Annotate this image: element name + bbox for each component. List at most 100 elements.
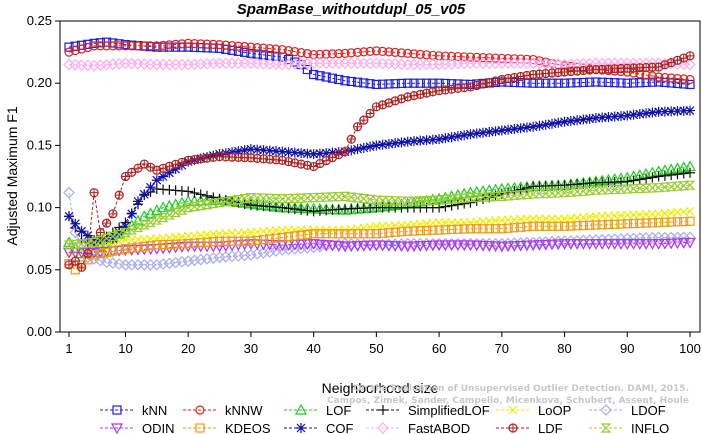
point-knn [541, 78, 551, 88]
point-ldof [307, 241, 320, 254]
point-kdeos [95, 249, 105, 259]
series-ldf [64, 51, 695, 272]
legend-item-odin: ODIN [100, 421, 175, 434]
point-odin [652, 239, 665, 250]
point-ldof [232, 250, 245, 262]
point-knnw [133, 41, 143, 51]
point-ldf [158, 163, 168, 173]
point-odin [533, 240, 546, 251]
point-kdeos [440, 225, 450, 235]
point-ldf [183, 155, 193, 165]
point-knn [309, 69, 319, 80]
point-simplifiedlof [672, 169, 683, 180]
point-ldf [359, 115, 369, 125]
point-ldof [201, 253, 213, 265]
point-simplifiedlof [634, 174, 645, 185]
point-odin [514, 240, 527, 252]
point-odin [552, 239, 565, 251]
legend-item-simplifiedlof: SimplifiedLOF [366, 403, 490, 418]
point-cof [597, 112, 608, 123]
plot-frame [59, 20, 701, 333]
point-inflo [101, 233, 113, 244]
point-knn [396, 78, 407, 89]
point-inflo [214, 198, 225, 208]
point-inflo [515, 190, 527, 200]
point-inflo [508, 190, 520, 201]
legend-item-kdeos: KDEOS [183, 421, 271, 434]
point-inflo [157, 212, 169, 223]
point-ldf [390, 96, 400, 106]
point-cof [509, 123, 520, 134]
point-ldof [194, 253, 207, 266]
legend-label-kdeos: KDEOS [225, 421, 271, 434]
point-knn [610, 78, 620, 88]
point-kdeos [127, 243, 137, 253]
point-cof [659, 106, 670, 117]
point-fastabod [113, 57, 126, 70]
point-kdeos [459, 224, 469, 234]
point-knn [352, 77, 363, 87]
point-kdeos [660, 217, 670, 227]
point-knnw [120, 41, 131, 51]
legend-label-simplifiedlof: SimplifiedLOF [408, 403, 490, 418]
point-cof [327, 147, 338, 158]
point-odin [621, 239, 634, 250]
point-kdeos [189, 238, 200, 248]
point-kdeos [359, 229, 369, 239]
plot-area [62, 37, 697, 275]
point-inflo [283, 194, 294, 204]
point-kdeos [409, 226, 419, 236]
point-knn [384, 79, 394, 89]
point-odin [389, 241, 402, 252]
point-kdeos [208, 237, 218, 247]
point-knn [628, 78, 639, 88]
point-knnw [503, 53, 513, 64]
point-cof [628, 109, 639, 120]
point-knn [585, 77, 595, 87]
point-inflo [151, 215, 163, 225]
legend-label-ldf: LDF [538, 421, 563, 434]
point-knn [327, 73, 338, 83]
point-odin [295, 239, 308, 251]
point-knnw [89, 41, 99, 51]
legend-label-odin: ODIN [142, 421, 175, 434]
legend-marker-loop [508, 405, 518, 415]
point-odin [489, 241, 502, 253]
point-cof [296, 148, 307, 159]
point-kdeos [233, 236, 243, 246]
point-kdeos [591, 220, 601, 230]
point-ldf [352, 122, 363, 132]
point-cof [302, 148, 313, 159]
point-inflo [628, 184, 639, 194]
series-line-odin [69, 241, 691, 253]
point-loop [535, 214, 544, 224]
point-simplifiedlof [277, 202, 288, 213]
point-knnw [83, 42, 93, 53]
point-knn [403, 78, 413, 88]
point-ldof [282, 243, 295, 256]
point-cof [672, 106, 683, 117]
point-inflo [653, 183, 665, 193]
point-odin [583, 239, 596, 250]
legend-item-knnw: kNNW [183, 403, 263, 418]
point-kdeos [265, 234, 275, 244]
point-kdeos [390, 227, 400, 237]
point-kdeos [196, 238, 206, 248]
point-knn [566, 78, 576, 88]
point-simplifiedlof [641, 173, 652, 184]
point-odin [263, 239, 276, 251]
point-ldf [89, 188, 99, 198]
legend-label-lof: LOF [326, 403, 351, 418]
point-ldof [276, 244, 289, 256]
point-inflo [546, 188, 558, 198]
point-simplifiedlof [202, 190, 212, 201]
point-inflo [577, 186, 589, 196]
watermark-line-2: Campos, Zimek, Sander, Campello, Micenko… [327, 396, 689, 406]
point-knn [89, 38, 99, 48]
point-cof [264, 145, 275, 156]
y-axis-label: Adjusted Maximum F1 [4, 106, 20, 245]
point-loop [541, 214, 551, 224]
point-knnw [265, 44, 275, 54]
point-odin [451, 240, 464, 252]
point-knnw [127, 41, 137, 51]
